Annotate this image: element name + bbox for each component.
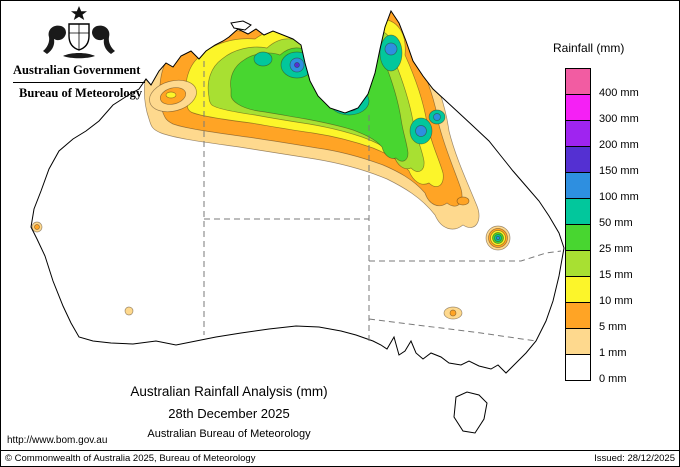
status-bar: © Commonwealth of Australia 2025, Bureau…: [1, 450, 679, 466]
legend-label: 150 mm: [599, 165, 639, 177]
map-caption: Australian Rainfall Analysis (mm) 28th D…: [54, 384, 404, 440]
legend-swatch: [565, 120, 591, 147]
legend-label: 50 mm: [599, 217, 633, 229]
legend-swatch: [565, 276, 591, 303]
legend-label: 5 mm: [599, 321, 627, 333]
legend-entry: 150 mm: [565, 146, 676, 177]
coat-of-arms-icon: [43, 6, 115, 59]
legend-swatch: [565, 302, 591, 329]
legend-swatch: [565, 68, 591, 95]
legend-swatch: [565, 250, 591, 277]
legend-entry: 200 mm: [565, 120, 676, 151]
melville-island: [230, 20, 252, 31]
tasmania: [453, 391, 488, 434]
rainfall-contours: [31, 11, 511, 320]
legend-label: 0 mm: [599, 373, 627, 385]
legend-label: 25 mm: [599, 243, 633, 255]
legend-entries: 400 mm 300 mm 200 mm 150 mm 100 mm 50 mm 25 mm…: [565, 68, 676, 385]
rainfall-legend: Rainfall (mm) 400 mm 300 mm 200 mm 150 mm 10…: [552, 41, 676, 385]
caption-organisation: Australian Bureau of Meteorology: [147, 428, 311, 440]
legend-swatch: [565, 172, 591, 199]
legend-label: 200 mm: [599, 139, 639, 151]
legend-swatch: [565, 198, 591, 225]
legend-entry: 5 mm: [565, 302, 676, 333]
bureau-of-meteorology-label: Bureau of Meteorology: [19, 86, 143, 100]
caption-title: Australian Rainfall Analysis (mm): [130, 384, 328, 399]
state-borders: [203, 61, 562, 342]
legend-label: 10 mm: [599, 295, 633, 307]
legend-swatch: [565, 224, 591, 251]
issued-date: Issued: 28/12/2025: [594, 453, 675, 464]
legend-entry: 10 mm: [565, 276, 676, 307]
legend-swatch: [565, 146, 591, 173]
legend-entry: 50 mm: [565, 198, 676, 229]
legend-label: 400 mm: [599, 87, 639, 99]
australian-government-label: Australian Government: [13, 63, 141, 77]
bom-logo-block: Australian Government Bureau of Meteorol…: [13, 6, 145, 101]
logo-divider: [13, 82, 145, 83]
caption-date: 28th December 2025: [168, 406, 290, 421]
legend-entry: 400 mm: [565, 68, 676, 99]
legend-entry: 25 mm: [565, 224, 676, 255]
legend-label: 300 mm: [599, 113, 639, 125]
legend-label: 100 mm: [599, 191, 639, 203]
legend-swatch: [565, 94, 591, 121]
australia-rainfall-map: [30, 9, 565, 434]
legend-entry: 0 mm: [565, 354, 676, 385]
legend-label: 1 mm: [599, 347, 627, 359]
bom-url: http://www.bom.gov.au: [7, 435, 108, 446]
legend-swatch: [565, 328, 591, 355]
legend-entry: 1 mm: [565, 328, 676, 359]
australia-coastline: [30, 9, 565, 374]
legend-label: 15 mm: [599, 269, 633, 281]
legend-swatch: [565, 354, 591, 381]
copyright-text: © Commonwealth of Australia 2025, Bureau…: [5, 453, 256, 464]
legend-title: Rainfall (mm): [553, 41, 625, 55]
legend-entry: 15 mm: [565, 250, 676, 281]
